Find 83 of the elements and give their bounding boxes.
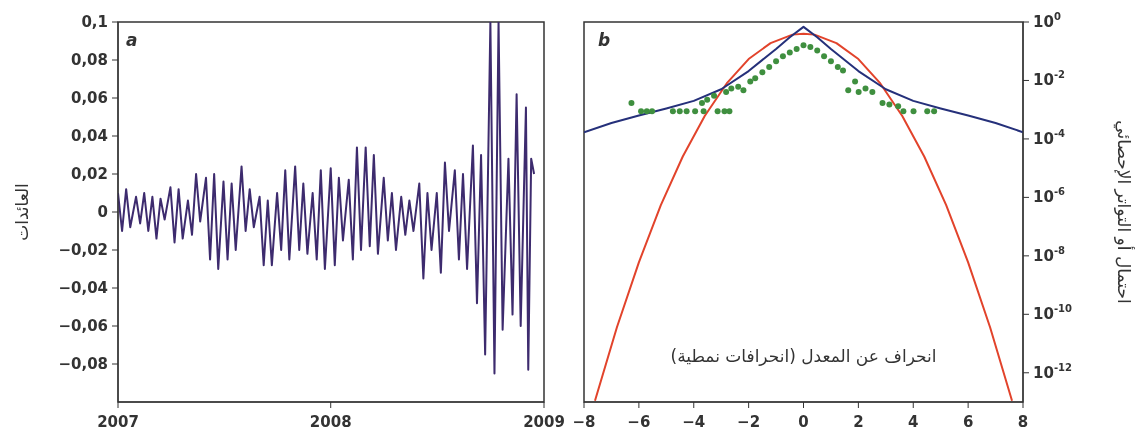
y-axis-title: احتمال أو التواتر الإحصائي: [1112, 120, 1135, 304]
line-series: [593, 32, 1014, 402]
point: [886, 101, 893, 108]
x-tick-label: −8: [572, 412, 596, 431]
x-tick-label: 6: [962, 412, 974, 431]
point: [747, 78, 754, 85]
y-tick-label: −0,06: [58, 316, 108, 335]
y-tick-label: 10$^{-12}$: [1033, 361, 1072, 382]
point: [862, 85, 869, 92]
y-tick-label: 0,04: [70, 126, 108, 145]
point: [834, 63, 841, 70]
point: [649, 108, 656, 115]
x-tick-label: 2007: [97, 412, 139, 431]
line-series: [584, 25, 1023, 134]
x-tick-label: −6: [627, 412, 651, 431]
point: [895, 103, 902, 110]
y-tick-label: 0,06: [70, 88, 108, 107]
annotation: a: [126, 30, 138, 50]
x-tick-label: 2009: [523, 412, 565, 431]
point: [773, 58, 780, 65]
y-tick-label: 10$^{-6}$: [1033, 185, 1066, 206]
x-tick-label: −2: [737, 412, 761, 431]
point: [766, 63, 773, 70]
point: [638, 108, 645, 115]
point: [723, 89, 730, 96]
point: [752, 75, 759, 82]
y-tick-label: 10$^{-10}$: [1033, 302, 1072, 323]
point: [698, 99, 705, 106]
x-tick-label: 2008: [309, 412, 352, 431]
point: [845, 87, 852, 94]
point: [840, 67, 847, 74]
point: [827, 58, 834, 65]
point: [900, 108, 907, 115]
x-tick-label: 4: [908, 412, 919, 431]
point: [800, 42, 807, 49]
point: [714, 108, 721, 115]
point: [676, 108, 683, 115]
x-tick-label: 2: [853, 412, 864, 431]
point: [683, 108, 690, 115]
point: [735, 83, 742, 90]
point: [704, 96, 711, 103]
y-tick-label: 10$^{-8}$: [1033, 244, 1066, 265]
x-tick-label: −4: [682, 412, 706, 431]
point: [807, 43, 814, 50]
y-tick-label: 10$^{-2}$: [1033, 68, 1066, 89]
y-tick-label: 10$^{-4}$: [1033, 127, 1066, 148]
y-tick-label: 0,02: [70, 164, 108, 183]
y-tick-label: 0,08: [70, 50, 108, 69]
y-tick-label: 10$^{0}$: [1033, 10, 1061, 31]
point: [711, 92, 718, 99]
y-tick-label: 0: [97, 202, 108, 221]
y-axis-title: العائدات: [12, 183, 33, 241]
y-tick-label: 0,1: [81, 12, 108, 31]
point: [779, 53, 786, 60]
point: [931, 108, 938, 115]
point: [692, 108, 699, 115]
point: [910, 108, 917, 115]
point: [879, 99, 886, 106]
x-tick-label: 0: [798, 412, 809, 431]
point: [740, 87, 747, 94]
point: [643, 108, 650, 115]
annotation: b: [598, 30, 611, 50]
y-tick-label: −0,02: [58, 240, 108, 259]
point: [855, 89, 862, 96]
x-tick-label: 8: [1017, 412, 1029, 431]
y-tick-label: −0,08: [58, 354, 108, 373]
point: [721, 108, 728, 115]
point: [700, 108, 707, 115]
point: [814, 47, 821, 54]
point: [869, 89, 876, 96]
y-tick-label: −0,04: [58, 278, 108, 297]
point: [628, 99, 635, 106]
point: [759, 69, 766, 76]
point: [786, 49, 793, 56]
point: [793, 45, 800, 52]
point: [726, 108, 733, 115]
point: [852, 78, 859, 85]
point: [669, 108, 676, 115]
point: [728, 85, 735, 92]
point: [821, 53, 828, 60]
line-series: [118, 22, 536, 375]
point: [924, 108, 931, 115]
x-axis-title: انحراف عن المعدل (انحرافات نمطية): [669, 346, 938, 366]
